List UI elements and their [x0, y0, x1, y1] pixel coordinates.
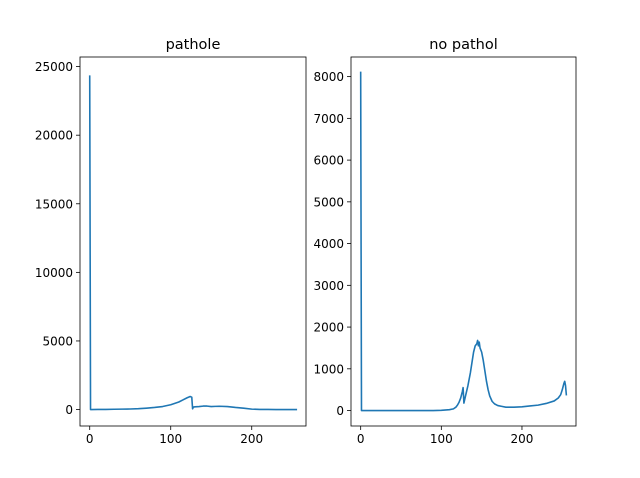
y-tick-label: 0: [336, 404, 344, 418]
y-tick-label: 5000: [313, 195, 344, 209]
x-tick-label: 0: [86, 432, 94, 446]
x-tick-label: 200: [511, 432, 534, 446]
x-tick-label: 100: [430, 432, 453, 446]
x-tick-label: 200: [240, 432, 263, 446]
y-tick-label: 15000: [35, 197, 73, 211]
axes-frame: [350, 56, 577, 427]
chart-title: no pathol: [429, 37, 498, 53]
series-line: [88, 75, 298, 411]
y-tick-label: 25000: [35, 60, 73, 74]
chart-title: pathole: [166, 37, 221, 53]
series-line: [359, 71, 568, 412]
y-tick-label: 5000: [42, 334, 73, 348]
axes-frame: [79, 56, 307, 427]
y-tick-label: 2000: [313, 321, 344, 335]
y-tick-label: 0: [65, 403, 73, 417]
x-tick-label: 0: [357, 432, 365, 446]
x-tick-label: 100: [159, 432, 182, 446]
y-tick-label: 3000: [313, 279, 344, 293]
y-tick-label: 1000: [313, 362, 344, 376]
y-tick-label: 7000: [313, 112, 344, 126]
y-tick-label: 10000: [35, 266, 73, 280]
panel-pathole: pathole 0 100 200 0 5000 10000 15000 20000 25000: [35, 37, 307, 446]
y-tick-label: 8000: [313, 70, 344, 84]
y-tick-label: 4000: [313, 237, 344, 251]
y-tick-label: 6000: [313, 154, 344, 168]
y-tick-label: 20000: [35, 129, 73, 143]
